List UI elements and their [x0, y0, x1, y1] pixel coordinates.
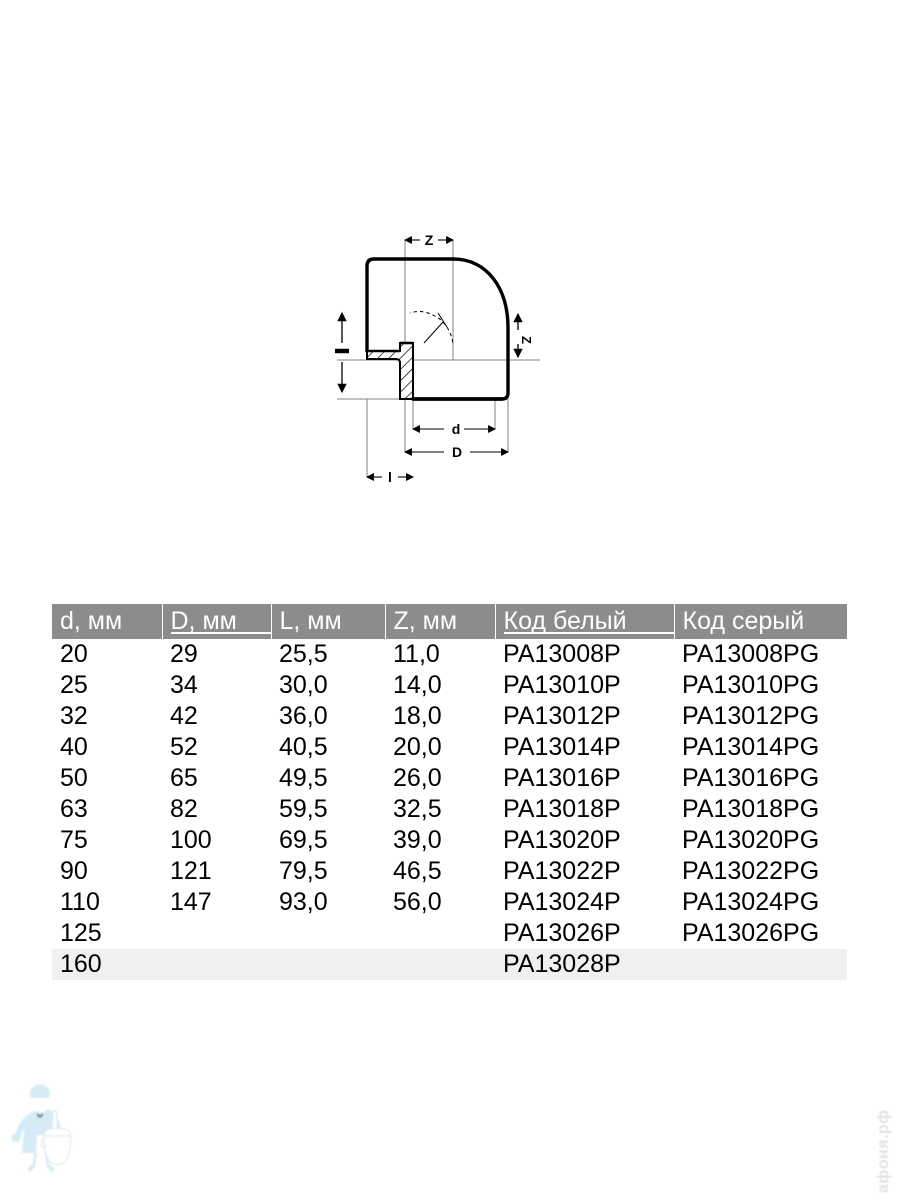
- svg-text:D: D: [452, 444, 462, 460]
- svg-text:Z: Z: [425, 232, 434, 248]
- svg-text:Z: Z: [519, 336, 534, 344]
- svg-text:d: d: [452, 421, 461, 437]
- svg-text:l: l: [388, 469, 392, 485]
